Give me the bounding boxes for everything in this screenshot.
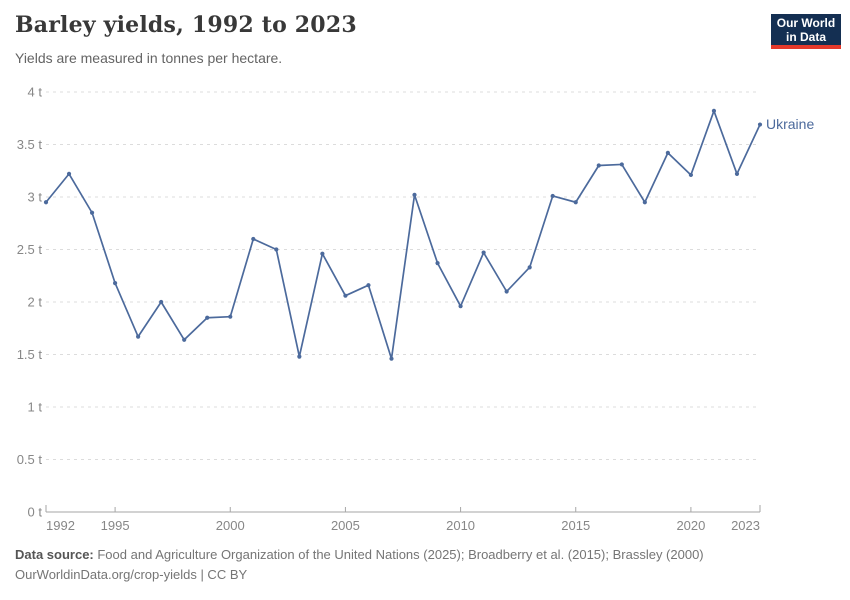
y-axis-tick-label: 1.5 t <box>17 347 43 362</box>
ukraine-yield-line[interactable] <box>45 110 761 360</box>
data-point[interactable] <box>366 283 371 288</box>
data-point[interactable] <box>711 108 717 113</box>
data-source-label: Data source: <box>15 547 94 562</box>
data-point[interactable] <box>228 314 233 319</box>
data-point[interactable] <box>688 172 694 178</box>
data-point[interactable] <box>435 261 440 266</box>
x-axis-tick-label: 2005 <box>331 518 360 533</box>
data-point[interactable] <box>757 122 763 127</box>
y-axis-tick-label: 0 t <box>28 505 43 520</box>
x-axis-tick-label: 2015 <box>561 518 590 533</box>
y-axis-tick-label: 0.5 t <box>17 452 43 467</box>
data-point[interactable] <box>320 251 325 256</box>
data-point[interactable] <box>481 250 486 255</box>
owid-logo-line1: Our World <box>776 15 836 30</box>
data-source-text: Food and Agriculture Organization of the… <box>93 547 704 562</box>
y-axis-tick-label: 4 t <box>28 85 43 100</box>
data-point[interactable] <box>112 281 118 286</box>
data-point[interactable] <box>642 200 647 205</box>
data-point[interactable] <box>89 210 95 215</box>
y-axis-tick-label: 3.5 t <box>17 137 43 152</box>
y-axis-tick-label: 2.5 t <box>17 242 43 257</box>
data-point[interactable] <box>182 337 187 342</box>
data-point[interactable] <box>43 200 49 205</box>
barley-yields-line-chart[interactable]: 0 t 0.5 t 1 t 1.5 t 2 t 2.5 t 3 t 3.5 t 4 t 1992 1… <box>0 80 850 540</box>
page-title: Barley yields, 1992 to 2023 <box>15 12 357 38</box>
data-point[interactable] <box>412 192 417 197</box>
x-axis-tick-label: 2000 <box>216 518 245 533</box>
data-point[interactable] <box>343 293 348 298</box>
y-axis-tick-label: 3 t <box>28 190 43 205</box>
x-axis-tick-label: 2020 <box>676 518 705 533</box>
data-point[interactable] <box>297 354 302 359</box>
data-point[interactable] <box>66 171 72 176</box>
data-point[interactable] <box>251 236 256 242</box>
y-axis-tick-label: 2 t <box>28 295 43 310</box>
x-axis-tick-label: 1992 <box>46 518 75 533</box>
data-point[interactable] <box>527 265 532 270</box>
data-point[interactable] <box>274 247 279 252</box>
x-axis-tick-label: 2023 <box>731 518 760 533</box>
data-point[interactable] <box>550 193 555 199</box>
owid-logo[interactable]: Our World in Data <box>771 14 841 49</box>
data-point[interactable] <box>205 315 210 320</box>
data-point[interactable] <box>573 200 578 205</box>
data-point[interactable] <box>619 162 624 167</box>
owid-logo-line2: in Data <box>785 29 826 44</box>
chart-subtitle: Yields are measured in tonnes per hectar… <box>15 50 283 66</box>
data-point[interactable] <box>734 171 740 176</box>
data-point[interactable] <box>665 150 670 155</box>
x-axis-tick-label: 2010 <box>446 518 475 533</box>
data-point[interactable] <box>458 304 463 309</box>
chart-footer: Data source: Food and Agriculture Organi… <box>15 545 795 585</box>
license-line[interactable]: OurWorldinData.org/crop-yields | CC BY <box>15 567 248 582</box>
data-point[interactable] <box>159 299 164 305</box>
x-axis-tick-label: 1995 <box>101 518 130 533</box>
data-source-line: Data source: Food and Agriculture Organi… <box>15 545 795 565</box>
data-point[interactable] <box>596 163 601 168</box>
data-point[interactable] <box>504 289 509 294</box>
data-point[interactable] <box>389 356 394 361</box>
series-label-ukraine[interactable]: Ukraine <box>766 116 814 132</box>
y-axis-tick-label: 1 t <box>28 400 43 415</box>
data-point[interactable] <box>136 334 141 339</box>
